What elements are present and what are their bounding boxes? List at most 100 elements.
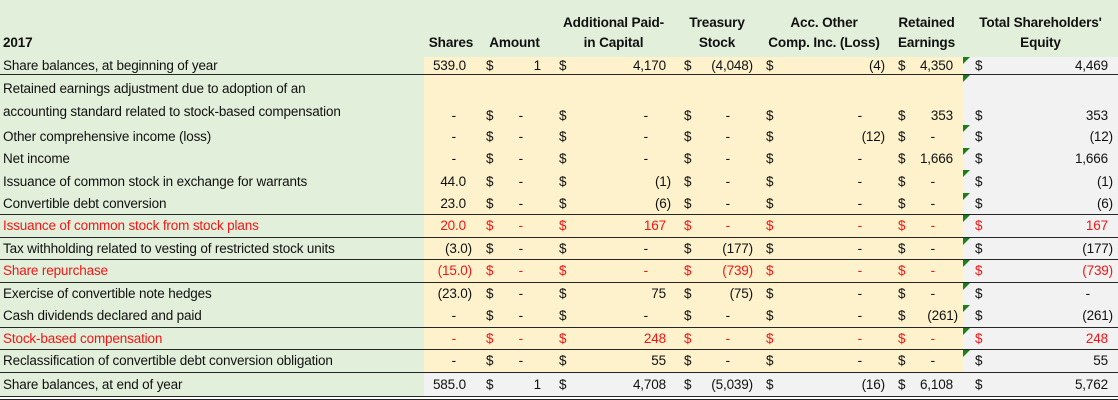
additional-paid-in-capital-cell[interactable]: $ (1) [551, 170, 676, 193]
acc-other-comp-income-cell[interactable]: $ - [758, 75, 890, 125]
total-equity-cell[interactable]: $ - [963, 282, 1118, 305]
amount-cell[interactable]: $ - [478, 170, 551, 193]
retained-earnings-cell[interactable]: $ - [890, 282, 963, 305]
retained-earnings-cell[interactable]: $ - [890, 170, 963, 193]
acc-other-comp-income-cell[interactable]: $ (16) [758, 372, 890, 396]
treasury-stock-cell[interactable]: $ (75) [676, 282, 758, 305]
column-header-year[interactable]: 2017 [0, 0, 424, 57]
shares-cell[interactable]: (15.0) [424, 260, 478, 282]
amount-cell[interactable]: $ - [478, 350, 551, 372]
amount-cell[interactable]: $ - [478, 305, 551, 327]
retained-earnings-cell[interactable]: $ 1,666 [890, 147, 963, 170]
retained-earnings-cell[interactable]: $ - [890, 125, 963, 148]
row-label-cell[interactable]: Share balances, at end of year [0, 372, 424, 396]
total-equity-cell[interactable]: $ 353 [963, 75, 1118, 125]
retained-earnings-cell[interactable]: $ 353 [890, 75, 963, 125]
total-equity-cell[interactable]: $ 1,666 [963, 147, 1118, 170]
retained-earnings-cell[interactable]: $ - [890, 237, 963, 259]
retained-earnings-cell[interactable]: $ - [890, 327, 963, 349]
acc-other-comp-income-cell[interactable]: $ - [758, 147, 890, 170]
column-header-treasury-stock[interactable]: Treasury Stock [676, 0, 758, 57]
column-header-acc-other-comp-income[interactable]: Acc. Other Comp. Inc. (Loss) [758, 0, 890, 57]
row-label-cell[interactable]: Other comprehensive income (loss) [0, 125, 424, 148]
treasury-stock-cell[interactable]: $ - [676, 147, 758, 170]
treasury-stock-cell[interactable]: $ - [676, 215, 758, 237]
amount-cell[interactable]: $ - [478, 282, 551, 305]
retained-earnings-cell[interactable]: $ - [890, 192, 963, 214]
amount-cell[interactable]: $ 1 [478, 372, 551, 396]
row-label-cell[interactable]: Exercise of convertible note hedges [0, 282, 424, 305]
amount-cell[interactable]: $ - [478, 192, 551, 214]
shares-cell[interactable]: (3.0) [424, 237, 478, 259]
amount-cell[interactable]: $ - [478, 237, 551, 259]
acc-other-comp-income-cell[interactable]: $ - [758, 305, 890, 327]
shares-cell[interactable]: (23.0) [424, 282, 478, 305]
row-label-cell[interactable]: Tax withholding related to vesting of re… [0, 237, 424, 259]
treasury-stock-cell[interactable]: $ - [676, 327, 758, 349]
total-equity-cell[interactable]: $ (12) [963, 125, 1118, 148]
additional-paid-in-capital-cell[interactable]: $ 167 [551, 215, 676, 237]
treasury-stock-cell[interactable]: $ - [676, 75, 758, 125]
additional-paid-in-capital-cell[interactable]: $ 55 [551, 350, 676, 372]
acc-other-comp-income-cell[interactable]: $ - [758, 282, 890, 305]
additional-paid-in-capital-cell[interactable]: $ - [551, 305, 676, 327]
row-label-cell[interactable]: Reclassification of convertible debt con… [0, 350, 424, 372]
retained-earnings-cell[interactable]: $ - [890, 260, 963, 282]
total-equity-cell[interactable]: $ 248 [963, 327, 1118, 349]
treasury-stock-cell[interactable]: $ (5,039) [676, 372, 758, 396]
shares-cell[interactable]: - [424, 125, 478, 148]
acc-other-comp-income-cell[interactable]: $ (12) [758, 125, 890, 148]
total-equity-cell[interactable]: $ 4,469 [963, 57, 1118, 74]
shares-cell[interactable]: 539.0 [424, 57, 478, 74]
row-label-cell[interactable]: Net income [0, 147, 424, 170]
shares-cell[interactable]: 20.0 [424, 215, 478, 237]
treasury-stock-cell[interactable]: $ - [676, 170, 758, 193]
column-header-additional-paid-in-capital[interactable]: Additional Paid- in Capital [551, 0, 676, 57]
total-equity-cell[interactable]: $ (1) [963, 170, 1118, 193]
shares-cell[interactable]: - [424, 147, 478, 170]
total-equity-cell[interactable]: $ (177) [963, 237, 1118, 259]
retained-earnings-cell[interactable]: $ (261) [890, 305, 963, 327]
additional-paid-in-capital-cell[interactable]: $ 4,708 [551, 372, 676, 396]
total-equity-cell[interactable]: $ (739) [963, 260, 1118, 282]
additional-paid-in-capital-cell[interactable]: $ 75 [551, 282, 676, 305]
additional-paid-in-capital-cell[interactable]: $ - [551, 75, 676, 125]
additional-paid-in-capital-cell[interactable]: $ - [551, 147, 676, 170]
column-header-shares[interactable]: Shares [424, 0, 478, 57]
treasury-stock-cell[interactable]: $ - [676, 305, 758, 327]
retained-earnings-cell[interactable]: $ - [890, 215, 963, 237]
column-header-amount[interactable]: Amount [478, 0, 551, 57]
retained-earnings-cell[interactable]: $ 6,108 [890, 372, 963, 396]
shares-cell[interactable]: - [424, 327, 478, 349]
total-equity-cell[interactable]: $ (261) [963, 305, 1118, 327]
shares-cell[interactable]: - [424, 75, 478, 125]
row-label-cell[interactable]: Issuance of common stock from stock plan… [0, 215, 424, 237]
row-label-cell[interactable]: Retained earnings adjustment due to adop… [0, 75, 424, 125]
treasury-stock-cell[interactable]: $ - [676, 350, 758, 372]
acc-other-comp-income-cell[interactable]: $ - [758, 237, 890, 259]
shares-cell[interactable]: - [424, 305, 478, 327]
total-equity-cell[interactable]: $ 55 [963, 350, 1118, 372]
acc-other-comp-income-cell[interactable]: $ - [758, 192, 890, 214]
amount-cell[interactable]: $ 1 [478, 57, 551, 74]
additional-paid-in-capital-cell[interactable]: $ (6) [551, 192, 676, 214]
acc-other-comp-income-cell[interactable]: $ - [758, 350, 890, 372]
amount-cell[interactable]: $ - [478, 327, 551, 349]
shares-cell[interactable]: 585.0 [424, 372, 478, 396]
treasury-stock-cell[interactable]: $ - [676, 125, 758, 148]
amount-cell[interactable]: $ - [478, 147, 551, 170]
amount-cell[interactable]: $ - [478, 260, 551, 282]
row-label-cell[interactable]: Stock-based compensation [0, 327, 424, 349]
treasury-stock-cell[interactable]: $ (739) [676, 260, 758, 282]
acc-other-comp-income-cell[interactable]: $ - [758, 215, 890, 237]
retained-earnings-cell[interactable]: $ - [890, 350, 963, 372]
acc-other-comp-income-cell[interactable]: $ - [758, 170, 890, 193]
additional-paid-in-capital-cell[interactable]: $ - [551, 260, 676, 282]
shares-cell[interactable]: 23.0 [424, 192, 478, 214]
column-header-retained-earnings[interactable]: Retained Earnings [890, 0, 963, 57]
amount-cell[interactable]: $ - [478, 125, 551, 148]
row-label-cell[interactable]: Share repurchase [0, 260, 424, 282]
acc-other-comp-income-cell[interactable]: $ - [758, 327, 890, 349]
treasury-stock-cell[interactable]: $ - [676, 192, 758, 214]
additional-paid-in-capital-cell[interactable]: $ 248 [551, 327, 676, 349]
